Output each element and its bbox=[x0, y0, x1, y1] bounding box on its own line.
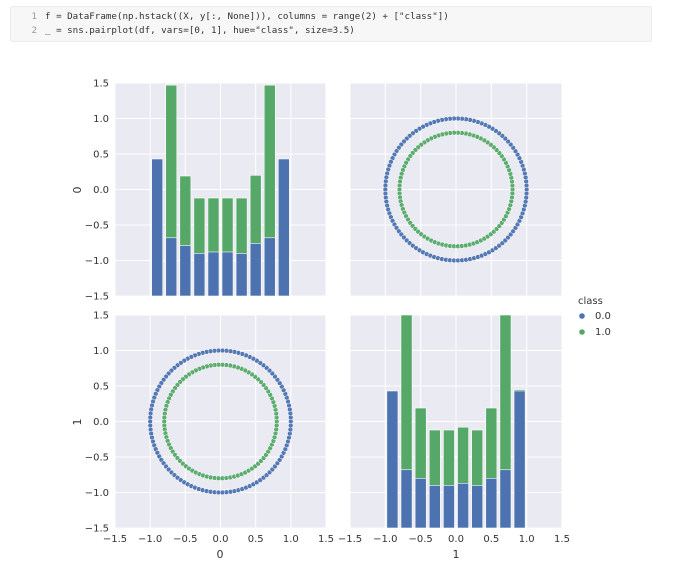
x-tick-label: 0.5 bbox=[248, 534, 264, 545]
x-tick-label: −0.5 bbox=[173, 534, 197, 545]
panel-0-0: −1.5 −1.0 −0.5 0.0 0.5 1.0 1.5 bbox=[85, 79, 327, 303]
code-cell[interactable]: 1 f = DataFrame(np.hstack((X, y[:, None])… bbox=[10, 6, 652, 42]
y-tick-label: −1.5 bbox=[85, 524, 109, 535]
hist-bar-class-0 bbox=[193, 253, 206, 297]
hist-bar-class-0 bbox=[457, 482, 469, 529]
x-axis-label-var-0: 0 bbox=[217, 548, 224, 561]
x-tick-label: −1.5 bbox=[103, 534, 127, 545]
hist-bar-class-0 bbox=[485, 477, 498, 529]
code-text: _ = sns.pairplot(df, vars=[0, 1], hue="c… bbox=[45, 25, 355, 36]
line-number: 1 bbox=[31, 11, 37, 22]
hist-bar-class-0 bbox=[179, 245, 192, 297]
hist-bar-class-0 bbox=[165, 237, 178, 297]
scatter-point-class-1.0 bbox=[273, 422, 280, 429]
hist-bar-class-0 bbox=[235, 253, 248, 297]
x-tick-label: 1.5 bbox=[318, 534, 334, 545]
y-axis-label-var-1: 1 bbox=[71, 419, 84, 426]
y-tick-label: −1.0 bbox=[85, 488, 109, 499]
y-axis-label-var-0: 0 bbox=[71, 187, 84, 194]
hist-bar-class-0 bbox=[277, 158, 290, 297]
y-tick-label: 0.5 bbox=[93, 382, 109, 393]
hist-bar-class-0 bbox=[249, 243, 262, 297]
x-tick-label: 0.0 bbox=[448, 534, 464, 545]
y-tick-label: −0.5 bbox=[85, 221, 109, 232]
y-tick-label: 1.5 bbox=[93, 311, 109, 322]
y-tick-label: 0.0 bbox=[93, 185, 109, 196]
panel-1-0: −1.5 −1.0 −0.5 0.0 0.5 1.0 1.5 −1.5 −1.0 −0.5 0.0 0… bbox=[85, 311, 334, 546]
y-tick-label: −0.5 bbox=[85, 453, 109, 464]
hist-bar-class-0 bbox=[499, 469, 512, 529]
legend: class 0.0 1.0 bbox=[578, 296, 611, 338]
hist-bar-class-0 bbox=[414, 477, 427, 529]
x-tick-label: 1.5 bbox=[554, 534, 570, 545]
y-tick-label: 1.0 bbox=[93, 114, 109, 125]
y-tick-label: 1.0 bbox=[93, 346, 109, 357]
x-tick-label: 0.0 bbox=[213, 534, 229, 545]
y-tick-label: 0.0 bbox=[93, 417, 109, 428]
legend-label-0.0: 0.0 bbox=[595, 311, 611, 322]
legend-title: class bbox=[578, 296, 603, 307]
x-tick-label: −1.5 bbox=[338, 534, 362, 545]
hist-bar-class-0 bbox=[151, 158, 164, 297]
hist-bar-class-0 bbox=[263, 237, 276, 297]
scatter-point-class-0.0 bbox=[288, 422, 294, 429]
code-line-1: 1 f = DataFrame(np.hstack((X, y[:, None])… bbox=[11, 10, 449, 24]
legend-label-1.0: 1.0 bbox=[595, 327, 611, 338]
code-line-2: 2 _ = sns.pairplot(df, vars=[0, 1], hue="… bbox=[11, 24, 355, 38]
x-tick-label: 0.5 bbox=[483, 534, 499, 545]
y-tick-label: −1.5 bbox=[85, 292, 109, 303]
x-axis-label-var-1: 1 bbox=[453, 548, 460, 561]
y-tick-label: 0.5 bbox=[93, 150, 109, 161]
hist-bar-class-0 bbox=[207, 251, 220, 297]
hist-bar-class-0 bbox=[443, 485, 455, 529]
hist-bar-class-0 bbox=[471, 485, 484, 529]
panel-1-1: −1.5 −1.0 −0.5 0.0 0.5 1.0 1.5 bbox=[338, 314, 570, 545]
hist-bar-class-0 bbox=[221, 251, 234, 297]
y-tick-label: −1.0 bbox=[85, 256, 109, 267]
y-tick-label: 1.5 bbox=[93, 79, 109, 90]
x-tick-label: −1.0 bbox=[373, 534, 397, 545]
hist-bar-class-0 bbox=[513, 390, 526, 529]
panel-0-1 bbox=[349, 82, 563, 297]
hist-bar-class-0 bbox=[400, 469, 413, 529]
code-text: f = DataFrame(np.hstack((X, y[:, None]))… bbox=[45, 11, 449, 22]
scatter-point-class-1.0 bbox=[509, 190, 516, 197]
line-number: 2 bbox=[31, 25, 37, 36]
legend-marker-0.0 bbox=[579, 313, 585, 319]
hist-bar-class-0 bbox=[386, 390, 399, 529]
x-tick-label: −0.5 bbox=[409, 534, 433, 545]
x-tick-label: −1.0 bbox=[138, 534, 162, 545]
scatter-point-class-0.0 bbox=[523, 190, 530, 197]
hist-bar-class-0 bbox=[428, 485, 441, 529]
legend-marker-1.0 bbox=[579, 329, 585, 335]
x-tick-label: 1.0 bbox=[519, 534, 535, 545]
x-tick-label: 1.0 bbox=[283, 534, 299, 545]
